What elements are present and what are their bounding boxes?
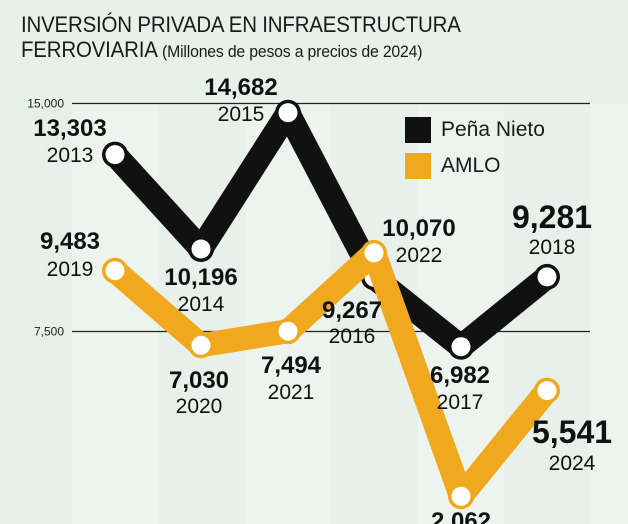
value-label: 7,494 xyxy=(261,352,322,379)
year-label: 2021 xyxy=(268,381,315,404)
legend-item-amlo: AMLO xyxy=(405,148,545,184)
background-band xyxy=(590,104,628,524)
value-label: 5,541 xyxy=(532,414,612,450)
value-label: 13,303 xyxy=(33,115,106,142)
value-label: 9,267 xyxy=(322,297,382,324)
year-label: 2015 xyxy=(218,103,265,126)
value-label: 9,281 xyxy=(512,199,592,235)
y-tick-label: 7,500 xyxy=(34,325,64,339)
chart-title: INVERSIÓN PRIVADA EN INFRAESTRUCTURA FER… xyxy=(21,12,461,64)
year-label: 2024 xyxy=(549,452,596,475)
background-bands xyxy=(0,104,628,524)
data-point xyxy=(537,381,557,401)
y-tick-label: 15,000 xyxy=(27,97,64,111)
data-point xyxy=(191,335,211,355)
year-label: 2017 xyxy=(437,391,484,414)
legend-swatch-amlo xyxy=(405,153,431,179)
series-lines xyxy=(102,99,560,510)
legend: Peña Nieto AMLO xyxy=(405,112,545,184)
gridlines: 7,500 15,000 xyxy=(27,97,590,339)
series-line-amlo xyxy=(103,240,559,509)
value-label: 10,070 xyxy=(382,215,455,242)
chart-subtitle: (Millones de pesos a precios de 2024) xyxy=(162,42,423,61)
background-band xyxy=(0,104,72,524)
year-label: 2016 xyxy=(329,325,376,348)
year-label: 2013 xyxy=(47,144,94,167)
value-label: 2,062 xyxy=(431,508,491,524)
year-label: 2022 xyxy=(396,244,443,267)
legend-item-pena-nieto: Peña Nieto xyxy=(405,112,545,148)
year-label: 2019 xyxy=(47,258,94,281)
value-label: 10,196 xyxy=(164,264,237,291)
title-line-2: FERROVIARIA xyxy=(21,37,157,62)
title-line-1: INVERSIÓN PRIVADA EN INFRAESTRUCTURA xyxy=(21,12,461,37)
series-line-pena-nieto xyxy=(103,100,559,359)
data-point xyxy=(105,145,125,165)
legend-swatch-pena-nieto xyxy=(405,117,431,143)
data-point xyxy=(451,486,471,506)
value-label: 6,982 xyxy=(430,362,490,389)
data-point xyxy=(278,103,298,123)
data-point xyxy=(451,337,471,357)
data-point xyxy=(364,243,384,263)
year-label: 2020 xyxy=(176,395,223,418)
year-label: 2014 xyxy=(178,293,225,316)
legend-label: Peña Nieto xyxy=(441,118,545,141)
data-point xyxy=(191,239,211,259)
legend-label: AMLO xyxy=(441,154,501,177)
value-label: 14,682 xyxy=(204,74,277,101)
value-label: 9,483 xyxy=(40,228,100,255)
data-point xyxy=(278,321,298,341)
data-point xyxy=(537,267,557,287)
data-point xyxy=(105,261,125,281)
value-label: 7,030 xyxy=(169,367,229,394)
year-label: 2018 xyxy=(529,236,576,259)
